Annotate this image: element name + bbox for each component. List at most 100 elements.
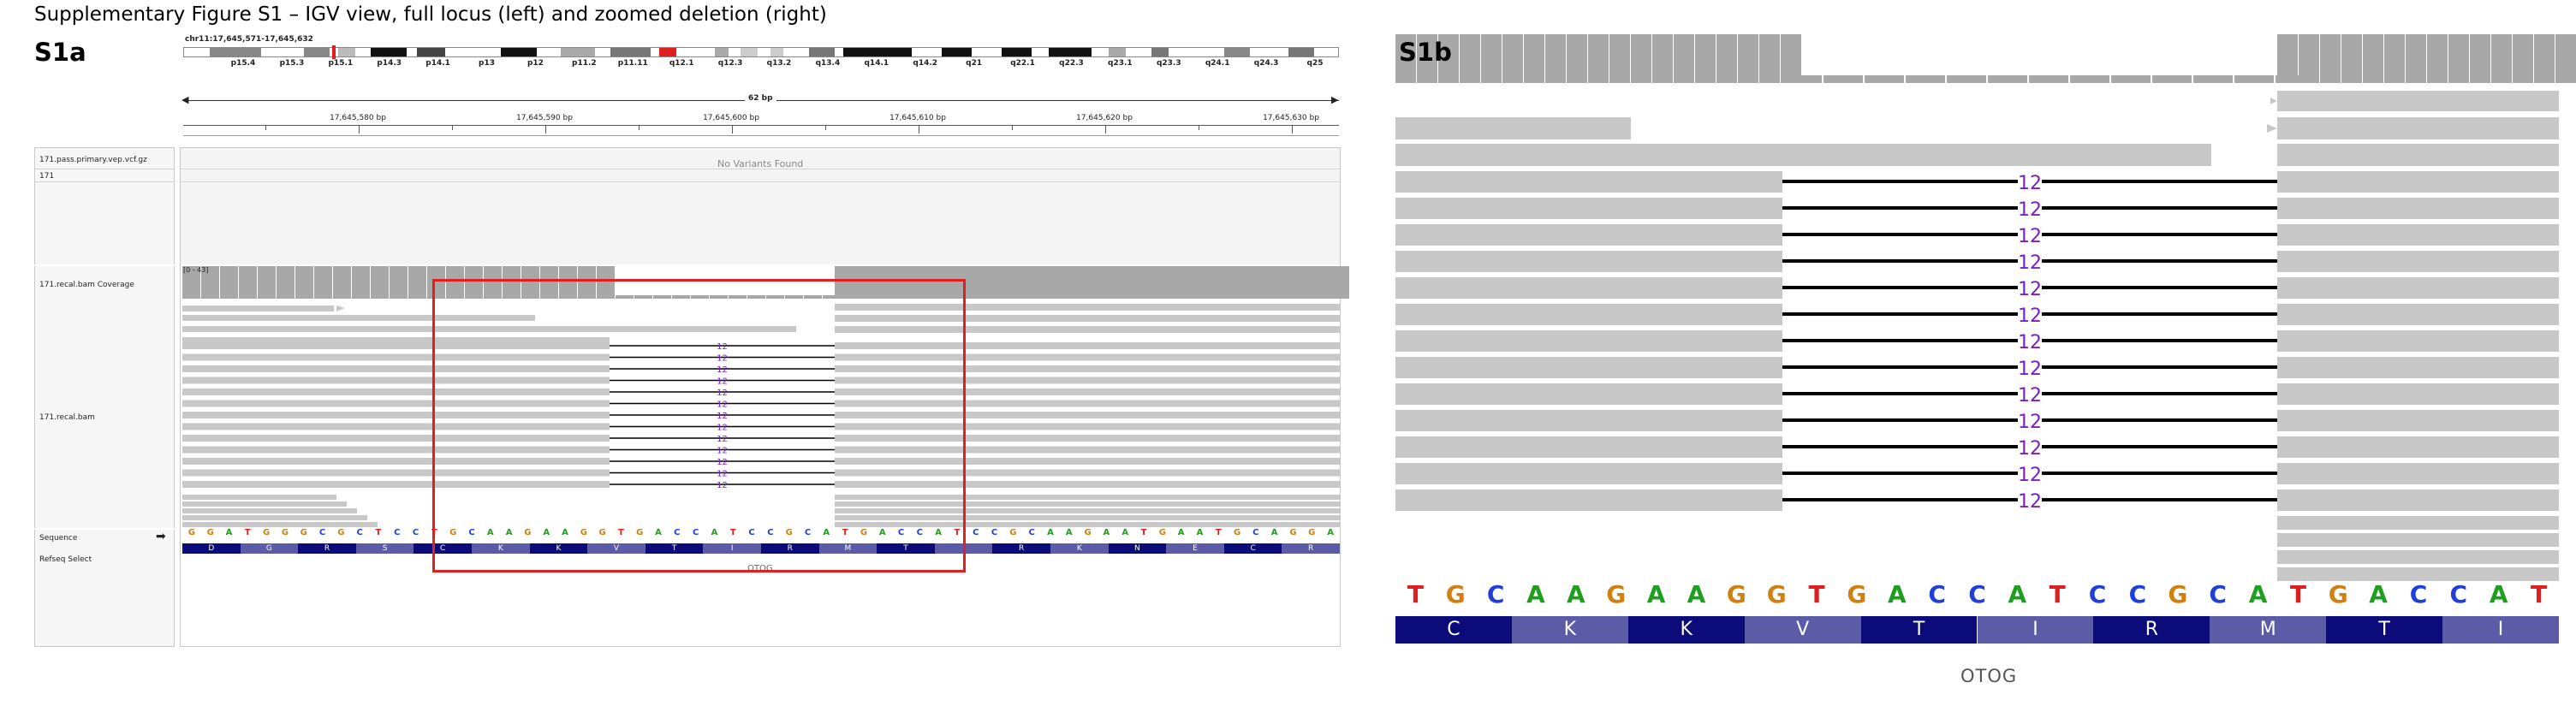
aligned-read[interactable] <box>835 326 1340 333</box>
coverage-bar[interactable] <box>1417 34 1437 83</box>
aligned-read[interactable] <box>182 400 610 407</box>
aligned-read[interactable] <box>1395 357 1782 378</box>
aligned-read[interactable] <box>182 389 610 395</box>
coverage-bar[interactable] <box>2029 75 2068 83</box>
aligned-read[interactable] <box>835 495 1340 500</box>
coverage-bar[interactable] <box>1781 34 1801 83</box>
aligned-read[interactable] <box>2277 171 2559 193</box>
aligned-read[interactable] <box>182 469 610 477</box>
aligned-read[interactable] <box>182 481 610 488</box>
aligned-read[interactable] <box>1395 277 1782 299</box>
coverage-bar[interactable] <box>1438 34 1459 83</box>
deletion-label-bg[interactable] <box>2018 438 2042 457</box>
deletion-label-bg[interactable] <box>2018 491 2042 510</box>
aligned-read[interactable] <box>182 423 610 430</box>
amino-acid-cell[interactable]: S <box>355 543 414 554</box>
amino-acid-cell[interactable]: M <box>818 543 878 554</box>
aligned-read[interactable] <box>182 522 378 527</box>
aligned-read[interactable] <box>835 423 1340 430</box>
coverage-bar[interactable] <box>1588 34 1609 83</box>
sequence-track-name[interactable]: Sequence <box>39 534 78 543</box>
coverage-bar[interactable] <box>2384 34 2405 83</box>
coverage-bar[interactable] <box>2070 75 2109 83</box>
aligned-read[interactable] <box>835 458 1340 465</box>
coverage-bar[interactable] <box>1695 34 1716 83</box>
sample-track-name[interactable]: 171 <box>39 172 55 181</box>
coverage-bar[interactable] <box>691 295 709 299</box>
coverage-bar[interactable] <box>239 266 257 299</box>
vcf-track-name[interactable]: 171.pass.primary.vep.vcf.gz <box>39 156 147 164</box>
amino-acid-cell[interactable]: K <box>472 543 530 554</box>
aligned-read[interactable] <box>2277 198 2559 219</box>
aligned-read[interactable] <box>1395 144 2211 166</box>
aligned-read[interactable] <box>1395 171 1782 193</box>
aligned-read[interactable] <box>835 515 1340 520</box>
amino-acid-cell[interactable]: V <box>1744 616 1861 644</box>
aligned-read[interactable] <box>2277 533 2559 547</box>
amino-acid-cell[interactable]: R <box>298 543 356 554</box>
aligned-read[interactable] <box>182 412 610 418</box>
coverage-bar[interactable] <box>521 266 539 299</box>
aligned-read[interactable] <box>182 515 367 520</box>
aligned-read[interactable] <box>2277 330 2559 352</box>
coverage-bar[interactable] <box>1865 75 1904 83</box>
deletion-label-bg[interactable] <box>2018 465 2042 484</box>
deletion-label-bg[interactable] <box>2018 173 2042 192</box>
coverage-bar[interactable] <box>1481 34 1502 83</box>
aligned-read[interactable] <box>835 446 1340 454</box>
coverage-bar[interactable] <box>747 295 765 299</box>
amino-acid-cell[interactable]: T <box>645 543 704 554</box>
amino-acid-cell[interactable]: K <box>1511 616 1628 644</box>
coverage-bar[interactable] <box>2470 34 2490 83</box>
coverage-bar[interactable] <box>823 295 841 299</box>
coverage-bar[interactable] <box>597 266 615 299</box>
aligned-read[interactable] <box>182 315 535 321</box>
amino-acid-cell[interactable]: M <box>2210 616 2327 644</box>
coverage-bar[interactable] <box>710 295 728 299</box>
coverage-bar[interactable] <box>804 295 822 299</box>
aligned-read[interactable] <box>2277 567 2559 581</box>
aligned-read[interactable] <box>2277 489 2559 511</box>
coverage-bar[interactable] <box>2341 34 2362 83</box>
aligned-read[interactable] <box>2277 144 2559 166</box>
coverage-bar[interactable] <box>333 266 351 299</box>
aligned-read[interactable] <box>182 501 347 507</box>
aligned-read[interactable] <box>2277 251 2559 272</box>
coverage-bar[interactable] <box>1947 75 1986 83</box>
aligned-read[interactable] <box>2277 224 2559 246</box>
coverage-bar[interactable] <box>2299 34 2319 83</box>
coverage-bar[interactable] <box>258 266 276 299</box>
coverage-bar[interactable] <box>540 266 558 299</box>
aligned-read[interactable] <box>835 412 1340 418</box>
aligned-read[interactable] <box>835 389 1340 395</box>
coverage-bar[interactable] <box>2193 75 2233 83</box>
aligned-read[interactable] <box>182 353 610 361</box>
aligned-read[interactable] <box>2277 304 2559 325</box>
aligned-read[interactable] <box>835 400 1340 407</box>
aligned-read[interactable] <box>2277 463 2559 484</box>
coverage-bar[interactable] <box>2448 34 2469 83</box>
aligned-read[interactable] <box>182 337 610 343</box>
coverage-bar[interactable] <box>2111 75 2151 83</box>
aligned-read[interactable] <box>835 353 1340 361</box>
amino-acid-cell[interactable]: N <box>1108 543 1167 554</box>
deletion-label-bg[interactable] <box>2018 332 2042 351</box>
variant-track[interactable] <box>181 148 1340 264</box>
coverage-bar[interactable] <box>314 266 332 299</box>
coverage-bar[interactable] <box>2277 34 2298 83</box>
aligned-read[interactable] <box>1395 198 1782 219</box>
aligned-read[interactable] <box>182 377 610 384</box>
aligned-read[interactable] <box>835 342 1340 349</box>
coverage-bar[interactable] <box>352 266 370 299</box>
aligned-read[interactable] <box>182 342 610 349</box>
coverage-bar[interactable] <box>2513 34 2533 83</box>
amino-acid-cell[interactable]: T <box>877 543 935 554</box>
coverage-bar[interactable] <box>277 266 294 299</box>
coverage-bar[interactable] <box>408 266 426 299</box>
coverage-bar[interactable] <box>503 266 521 299</box>
aligned-read[interactable] <box>2277 516 2559 530</box>
coverage-bar[interactable] <box>1609 34 1630 83</box>
coverage-bar[interactable] <box>1674 34 1694 83</box>
deletion-label-bg[interactable] <box>2018 359 2042 377</box>
aligned-read[interactable] <box>182 495 336 500</box>
